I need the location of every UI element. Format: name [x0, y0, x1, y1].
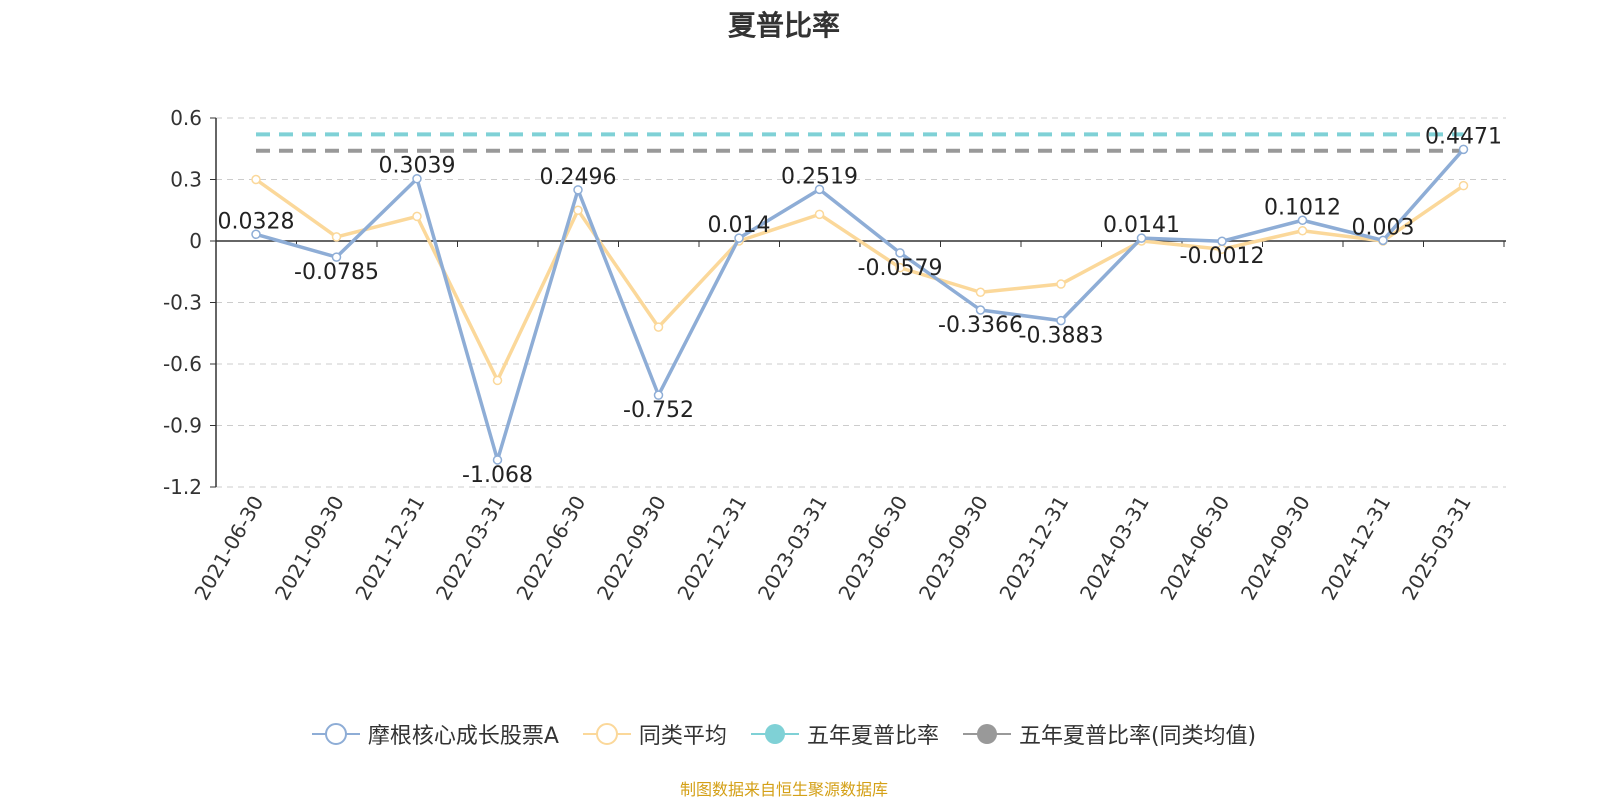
legend-label-five-year-sharpe: 五年夏普比率 [806, 724, 939, 749]
fund-data-label: 0.003 [1352, 215, 1415, 240]
fund-data-label: -0.0012 [1180, 244, 1265, 269]
legend-marker-five-year-sharpe [750, 724, 799, 744]
fund-series-line [255, 148, 1465, 462]
fund-data-label: -0.0579 [858, 256, 943, 281]
peer-average-point [331, 232, 342, 242]
x-tick-label: 2021-06-30 [189, 492, 268, 605]
peer-average-point [895, 262, 905, 273]
x-tick-label: 2021-09-30 [270, 492, 349, 605]
legend-item-five-year-sharpe-peer[interactable]: 五年夏普比率(同类均值) [962, 718, 1257, 750]
peer-average-point [573, 205, 583, 215]
fund-data-label: 0.1012 [1264, 195, 1341, 220]
fund-point [251, 229, 261, 240]
y-tick-label: -0.6 [163, 352, 202, 376]
fund-point [734, 233, 744, 243]
fund-point [1136, 233, 1147, 243]
x-tick-label: 2025-03-31 [1397, 492, 1476, 605]
fund-point [331, 252, 342, 262]
y-tick-label: 0.6 [170, 106, 202, 130]
legend-marker-peer-average [582, 723, 631, 745]
fund-point [975, 305, 986, 315]
peer-average-point [1458, 180, 1469, 191]
fund-point [1458, 144, 1469, 155]
x-tick-label: 2024-12-31 [1316, 492, 1395, 605]
fund-data-label: -1.068 [462, 463, 533, 488]
x-tick-label: 2024-09-30 [1236, 492, 1315, 605]
fund-data-label: 0.2496 [540, 165, 617, 190]
fund-point [1217, 236, 1227, 246]
fund-data-label: 0.014 [708, 213, 771, 238]
y-tick-label: -1.2 [163, 475, 202, 499]
fund-point [412, 173, 422, 184]
fund-data-label: -0.0785 [294, 260, 379, 285]
source-note: 制图数据来自恒生聚源数据库 [679, 780, 888, 799]
fund-data-label: 0.0328 [218, 209, 295, 234]
legend: 摩根核心成长股票A 同类平均 五年夏普比率 五年夏普比率(同类均值) [0, 718, 1568, 750]
legend-marker-five-year-sharpe-peer [962, 724, 1011, 744]
x-tick-label: 2023-03-31 [753, 492, 832, 605]
fund-data-label: 0.3039 [379, 154, 456, 179]
fund-point [1056, 315, 1066, 326]
peer-average-point [814, 209, 825, 220]
fund-data-label: -0.3366 [938, 313, 1023, 338]
data-labels: 0.0328 -0.0785 0.3039 -1.068 0.2496 -0.752 0.0… [218, 124, 1502, 488]
fund-data-label: -0.752 [623, 398, 694, 423]
x-tick-label: 2024-06-30 [1155, 492, 1234, 605]
fund-point [653, 390, 664, 400]
peer-average-point [653, 322, 664, 332]
fund-point [895, 248, 905, 258]
x-tick-label: 2023-06-30 [833, 492, 912, 605]
y-tick-label: -0.3 [163, 291, 202, 315]
peer-average-series-line [254, 178, 1465, 383]
legend-label-fund: 摩根核心成长股票A [367, 724, 559, 749]
legend-item-five-year-sharpe[interactable]: 五年夏普比率 [750, 718, 939, 750]
x-tick-label: 2024-03-31 [1075, 492, 1154, 605]
grid-layer [216, 117, 1506, 488]
series-layer [251, 144, 1469, 465]
x-tick-label: 2023-12-31 [994, 492, 1073, 605]
peer-average-point [1297, 226, 1308, 236]
x-tick-label: 2023-09-30 [914, 492, 993, 605]
peer-average-point [1056, 279, 1066, 289]
legend-label-five-year-sharpe-peer: 五年夏普比率(同类均值) [1018, 724, 1257, 749]
fund-point [1297, 215, 1308, 226]
chart-title: 夏普比率 [727, 9, 840, 42]
y-tick-label: 0.3 [170, 168, 202, 192]
peer-average-point [412, 211, 422, 222]
reference-lines [256, 132, 1464, 153]
y-tick-label: 0 [189, 229, 202, 253]
legend-marker-fund [311, 723, 360, 745]
fund-data-label: -0.3883 [1019, 324, 1104, 349]
x-tick-label: 2022-03-31 [431, 492, 510, 605]
peer-average-point [975, 287, 986, 297]
x-tick-label: 2022-06-30 [511, 492, 590, 605]
peer-average-point [492, 375, 503, 386]
fund-point [492, 455, 503, 465]
fund-point [814, 184, 825, 195]
x-tick-label: 2021-12-31 [350, 492, 429, 605]
legend-item-fund[interactable]: 摩根核心成长股票A [311, 718, 559, 750]
x-tick-label: 2022-12-31 [672, 492, 751, 605]
fund-point [1378, 235, 1388, 246]
y-tick-label: -0.9 [163, 414, 202, 438]
legend-item-peer-average[interactable]: 同类平均 [582, 718, 727, 750]
fund-point [573, 185, 583, 195]
peer-average-point [251, 174, 261, 185]
x-tick-label: 2022-09-30 [592, 492, 671, 605]
fund-data-label: 0.4471 [1425, 124, 1502, 149]
fund-data-label: 0.0141 [1103, 213, 1180, 238]
fund-data-label: 0.2519 [781, 164, 858, 189]
legend-label-peer-average: 同类平均 [638, 724, 727, 749]
